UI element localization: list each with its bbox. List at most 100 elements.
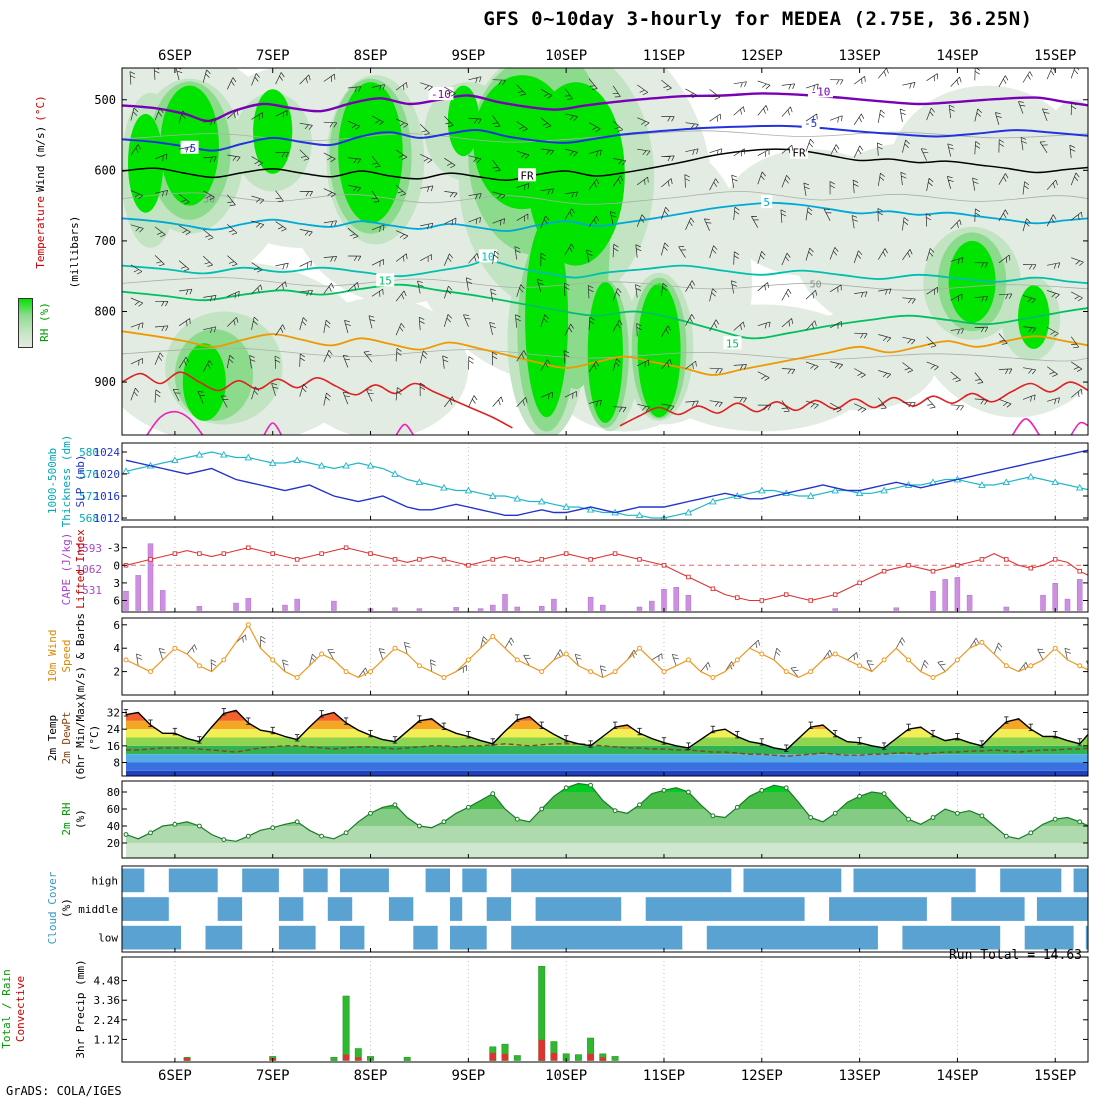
axis-text: 9SEP: [451, 48, 485, 64]
panel-rh2m: [123, 782, 1088, 858]
axis-text: 1012: [94, 512, 121, 525]
axis-text: 20: [107, 837, 120, 850]
axis-text: 10SEP: [545, 1068, 587, 1084]
panel-border: [121, 617, 1089, 696]
axis-text: 800: [94, 304, 116, 318]
p1-label-rh: RH (%): [38, 302, 51, 342]
axis-text: 6SEP: [158, 1068, 192, 1084]
p5-label-dewpt: 2m DewPt: [60, 711, 73, 765]
axis-text: high: [92, 874, 119, 887]
day-gridlines: [174, 443, 1056, 520]
axis-text: 1062: [76, 563, 103, 576]
p5-label-minmax: (6hr Min/Max): [74, 694, 87, 782]
axis-text: 3.36: [94, 994, 121, 1007]
p3-label-lifted-index: Lifted Index: [74, 529, 87, 609]
p2-label-thickness-2: Thickness (dm): [60, 434, 73, 528]
panel-border: [121, 956, 1089, 1063]
p4-label-barbs: (m/s) & Barbs: [74, 612, 87, 700]
svg-text:50: 50: [203, 195, 215, 206]
axis-text: 1016: [94, 490, 121, 503]
axis-text: 11SEP: [643, 48, 685, 64]
axis-text: 500: [94, 93, 116, 107]
svg-text:10: 10: [481, 250, 494, 263]
p7-label-cloud-cover: Cloud Cover: [46, 871, 59, 945]
axis-text: 7SEP: [256, 1068, 290, 1084]
axis-text: 3: [113, 577, 120, 590]
p2-label-thickness-1: 1000-500mb: [46, 447, 59, 515]
axis-text: 60: [107, 803, 120, 816]
svg-text:FR: FR: [792, 147, 806, 160]
run-total-annotation: Run Total = 14.63: [948, 948, 1082, 963]
panel-border: [121, 780, 1089, 859]
axis-text: 13SEP: [839, 48, 881, 64]
p2-label-slp: SLP (mb): [74, 454, 87, 508]
p4-label-10m-wind: 10m Wind: [46, 629, 59, 683]
axis-text: 12SEP: [741, 1068, 783, 1084]
svg-text:5: 5: [763, 196, 770, 209]
panel-wind10m: [123, 622, 1088, 680]
panel-border: [121, 67, 1089, 436]
rh-colorbar: [18, 298, 33, 348]
axis-text: 700: [94, 234, 116, 248]
axis-text: 1024: [94, 446, 121, 459]
wind-barbs-upper: [129, 68, 1084, 413]
panel-precip: [183, 966, 619, 1061]
p7-label-pct: (%): [60, 898, 73, 918]
axis-text: middle: [78, 903, 118, 916]
axis-text: 572: [79, 490, 99, 503]
panel-border: [121, 526, 1089, 613]
panel-border: [121, 442, 1089, 521]
p6-label-rh: 2m RH: [60, 802, 73, 836]
axis-text: 2.24: [94, 1014, 121, 1027]
axis-text: 1593: [76, 542, 103, 555]
panel-border: [121, 865, 1089, 953]
axis-text: 11SEP: [643, 1068, 685, 1084]
svg-text:-10: -10: [811, 85, 831, 98]
axis-text: 0: [113, 559, 120, 572]
panel-li-cape: [122, 543, 1088, 611]
axis-text: 10SEP: [545, 48, 587, 64]
p4-label-speed: Speed: [60, 639, 73, 673]
axis-text: 580: [79, 446, 99, 459]
panel-slp-thickness: [122, 449, 1088, 520]
page-title: GFS 0~10day 3-hourly for MEDEA (2.75E, 3…: [483, 8, 1033, 30]
axis-text: 16: [107, 740, 120, 753]
axis-text: 900: [94, 375, 116, 389]
axis-text: 12SEP: [741, 48, 783, 64]
axis-text: 6: [113, 595, 120, 608]
axis-text: 15SEP: [1034, 48, 1076, 64]
p5-label-temp: 2m Temp: [46, 714, 59, 762]
axis-text: 32: [107, 707, 120, 720]
p8-label-3hr-precip: 3hr Precip (mm): [74, 959, 87, 1059]
axis-text: 9SEP: [451, 1068, 485, 1084]
axis-text: 568: [79, 512, 99, 525]
p5-label-degc: (°C): [88, 724, 101, 752]
p1-label-wind: Wind (m/s): [34, 125, 47, 192]
axis-text: 24: [107, 723, 121, 736]
axis-text: 1020: [94, 468, 121, 481]
svg-text:-5: -5: [804, 117, 817, 130]
p1-label-millibars: (millibars): [68, 215, 81, 289]
axis-text: 6: [113, 619, 120, 632]
axis-text: low: [98, 932, 118, 945]
svg-text:-10: -10: [431, 88, 451, 101]
svg-text:50: 50: [810, 279, 822, 290]
axis-text: 576: [79, 468, 99, 481]
axis-text: 40: [107, 820, 120, 833]
axis-text: 80: [107, 786, 120, 799]
panel-temp2m: [123, 708, 1088, 776]
day-gridlines: [174, 957, 1056, 1062]
axis-text: 4.48: [94, 975, 121, 988]
axis-text: 8: [113, 757, 120, 770]
axis-text: 1.12: [94, 1033, 121, 1046]
day-gridlines: [174, 527, 1056, 612]
axis-text: 13SEP: [839, 1068, 881, 1084]
p1-label-temperature: Temperature: [34, 195, 47, 269]
axis-text: 4: [113, 642, 120, 655]
axis-text: -3: [107, 542, 120, 555]
p1-label-degc: (°C): [34, 95, 47, 122]
axis-text: 7SEP: [256, 48, 290, 64]
axis-text: 14SEP: [936, 48, 978, 64]
